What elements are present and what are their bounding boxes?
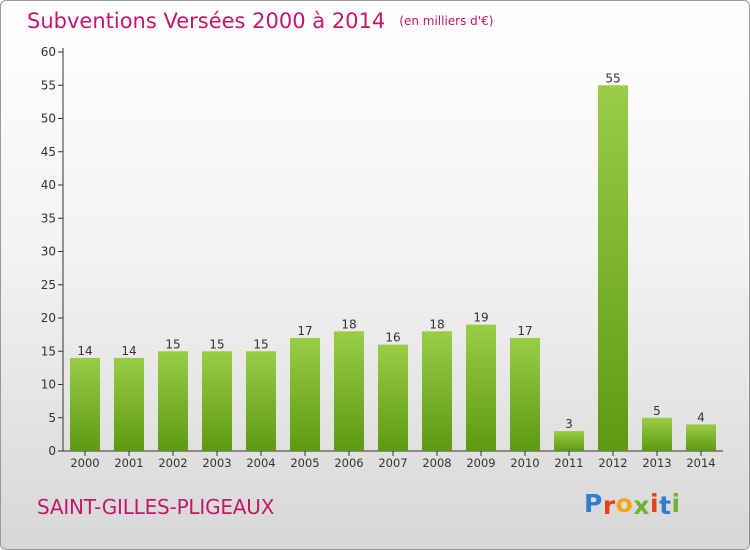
bar [642, 417, 672, 451]
bar [686, 424, 716, 451]
y-tick-label: 40 [41, 178, 56, 192]
commune-name: SAINT-GILLES-PLIGEAUX [37, 495, 275, 519]
x-tick-label: 2001 [114, 456, 143, 470]
y-tick-label: 45 [41, 145, 56, 159]
logo-letter: i [650, 489, 660, 518]
x-tick-label: 2009 [466, 456, 495, 470]
bar [554, 431, 584, 451]
proxiti-logo[interactable]: Proxiti [584, 489, 681, 520]
bar [466, 324, 496, 451]
x-tick-label: 2005 [290, 456, 319, 470]
logo-letter: o [615, 489, 634, 518]
y-tick-label: 35 [41, 211, 56, 225]
x-tick-label: 2002 [158, 456, 187, 470]
bar [114, 357, 144, 451]
logo-letter: P [584, 489, 603, 518]
bar [290, 337, 320, 451]
logo-letter: t [659, 491, 672, 520]
bar-value-label: 15 [209, 337, 224, 351]
bar-value-label: 19 [473, 311, 488, 325]
x-tick-label: 2007 [378, 456, 407, 470]
x-tick-label: 2006 [334, 456, 363, 470]
y-tick-label: 15 [41, 344, 56, 358]
x-tick-label: 2004 [246, 456, 275, 470]
bar-value-label: 17 [517, 324, 532, 338]
y-tick-label: 30 [41, 245, 56, 259]
bar [334, 331, 364, 451]
bar [158, 351, 188, 451]
x-tick-label: 2011 [554, 456, 583, 470]
y-tick-label: 25 [41, 278, 56, 292]
bar [202, 351, 232, 451]
bar [70, 357, 100, 451]
y-tick-label: 5 [48, 411, 56, 425]
bar-value-label: 14 [121, 344, 136, 358]
bar-value-label: 15 [253, 337, 268, 351]
bar-value-label: 3 [565, 417, 573, 431]
chart-title: Subventions Versées 2000 à 2014 (en milli… [27, 9, 493, 33]
bar-value-label: 5 [653, 404, 661, 418]
bar [378, 344, 408, 451]
x-tick-label: 2014 [686, 456, 715, 470]
bar [422, 331, 452, 451]
y-tick-label: 50 [41, 112, 56, 126]
bar [510, 337, 540, 451]
bar-value-label: 18 [341, 317, 356, 331]
y-tick-label: 20 [41, 311, 56, 325]
bar-value-label: 14 [77, 344, 92, 358]
x-tick-label: 2000 [70, 456, 99, 470]
y-tick-label: 10 [41, 378, 56, 392]
bar [598, 85, 628, 451]
x-tick-label: 2010 [510, 456, 539, 470]
logo-letter: r [602, 491, 616, 520]
x-tick-label: 2013 [642, 456, 671, 470]
bar-value-label: 18 [429, 317, 444, 331]
y-tick-label: 60 [41, 45, 56, 59]
x-tick-label: 2008 [422, 456, 451, 470]
bar-value-label: 4 [697, 410, 705, 424]
y-tick-label: 55 [41, 78, 56, 92]
x-tick-label: 2003 [202, 456, 231, 470]
logo-letter: i [671, 489, 681, 518]
logo-letter: x [633, 491, 650, 520]
bar-value-label: 15 [165, 337, 180, 351]
x-tick-label: 2012 [598, 456, 627, 470]
bar-value-label: 16 [385, 331, 400, 345]
bar-value-label: 55 [605, 71, 620, 85]
bar-value-label: 17 [297, 324, 312, 338]
chart-title-text: Subventions Versées 2000 à 2014 [27, 9, 386, 33]
y-tick-label: 0 [48, 444, 56, 458]
chart-unit: (en milliers d'€) [399, 14, 494, 28]
bar [246, 351, 276, 451]
